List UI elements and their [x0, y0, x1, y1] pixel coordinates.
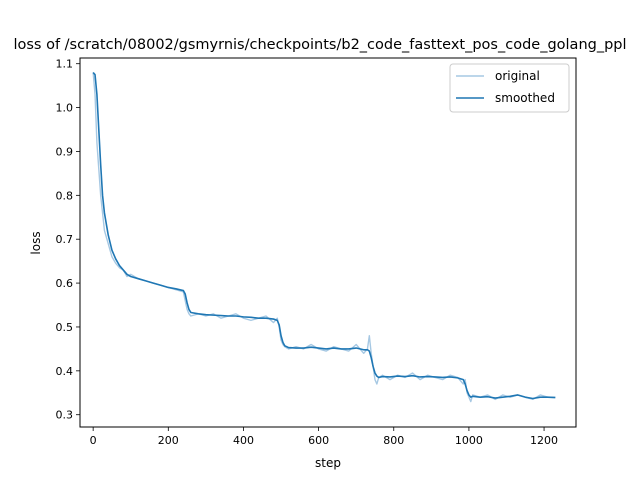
y-tick-label: 0.3: [56, 409, 74, 422]
legend: original smoothed: [449, 63, 570, 113]
plot-area: [79, 57, 577, 428]
x-tick-label: 0: [90, 434, 97, 447]
y-tick-label: 0.5: [56, 321, 74, 334]
y-tick-label: 0.8: [56, 189, 74, 202]
y-tick-label: 0.6: [56, 277, 74, 290]
x-tick-label: 400: [233, 434, 254, 447]
y-tick-label: 0.4: [56, 365, 74, 378]
y-tick-label: 0.9: [56, 145, 74, 158]
series-line-smoothed: [92, 71, 556, 400]
legend-label-original: original: [495, 69, 540, 83]
x-tick-label: 200: [158, 434, 179, 447]
x-axis-label: step: [315, 456, 341, 470]
chart-title: loss of /scratch/08002/gsmyrnis/checkpoi…: [13, 37, 626, 53]
x-tick-label: 1000: [455, 434, 483, 447]
y-tick-label: 0.7: [56, 233, 74, 246]
y-tick-label: 1.0: [56, 102, 74, 115]
plot-frame: [79, 57, 577, 428]
y-axis: 0.3 0.4 0.5 0.6 0.7 0.8 0.9 1.0 1.1: [56, 58, 80, 422]
y-tick-label: 1.1: [56, 58, 74, 71]
x-axis: 0 200 400 600 800 1000 1200: [90, 427, 558, 447]
x-tick-label: 600: [308, 434, 329, 447]
series-layer: [92, 71, 556, 403]
x-tick-label: 1200: [530, 434, 558, 447]
legend-label-smoothed: smoothed: [495, 91, 555, 105]
y-axis-label: loss: [29, 231, 43, 254]
x-tick-label: 800: [383, 434, 404, 447]
